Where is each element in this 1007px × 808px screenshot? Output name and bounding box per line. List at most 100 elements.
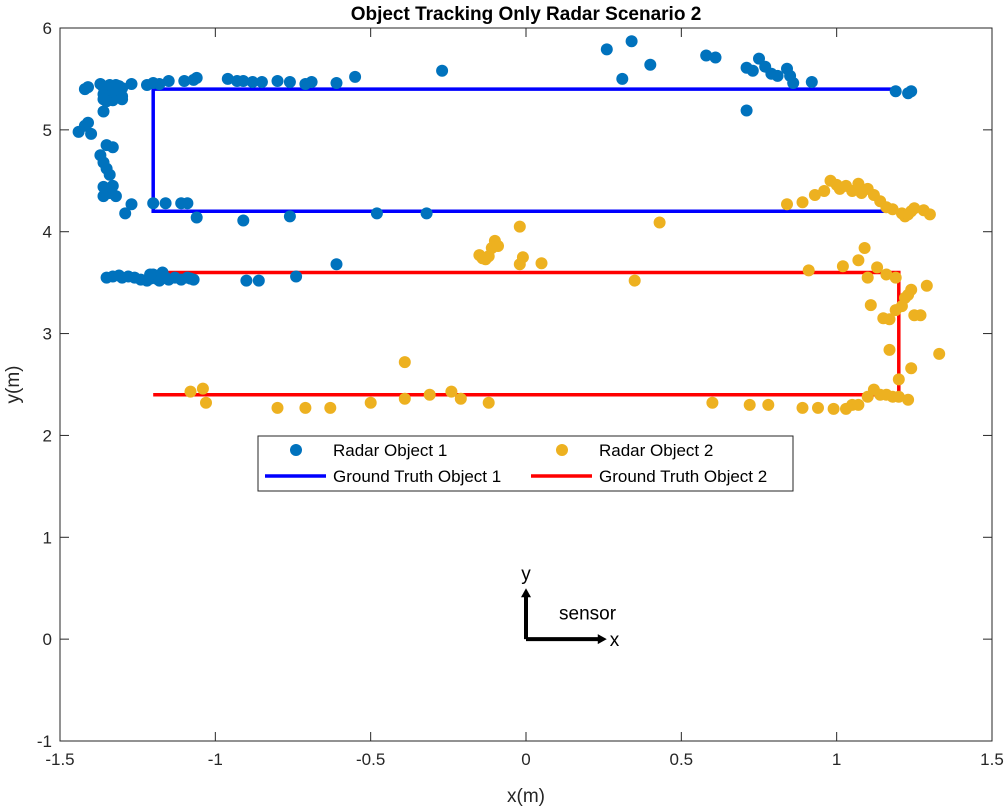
data-point (82, 116, 94, 129)
data-point (852, 177, 865, 190)
legend-box (257, 435, 794, 492)
legend: Radar Object 1 Radar Object 2 Ground Truth… (257, 435, 794, 492)
data-point (706, 396, 719, 409)
data-point (156, 266, 169, 279)
data-point (187, 273, 200, 286)
data-point (746, 64, 759, 77)
data-point (398, 356, 411, 369)
y-axis-label: y(m) (3, 366, 24, 404)
data-point (221, 72, 234, 85)
data-point (190, 71, 203, 84)
data-point (420, 207, 433, 220)
y-tick-label: 6 (43, 19, 52, 38)
data-point (628, 274, 641, 287)
data-point (886, 203, 899, 216)
legend-marker-1 (290, 444, 302, 456)
data-point (290, 270, 303, 283)
y-tick-label: 1 (43, 528, 52, 547)
data-point (535, 257, 548, 270)
data-point (933, 347, 946, 360)
data-point (858, 242, 871, 254)
data-point (920, 279, 933, 292)
data-point (889, 85, 902, 98)
series-line-4 (153, 270, 901, 397)
data-point (97, 105, 110, 118)
data-point (370, 207, 383, 220)
y-tick-label: 2 (43, 426, 52, 445)
data-point (97, 190, 110, 203)
data-point (905, 362, 918, 375)
data-point (852, 254, 865, 267)
data-point (125, 78, 138, 90)
y-tick-label: 5 (43, 121, 52, 140)
data-point (753, 52, 765, 65)
data-point (271, 75, 284, 87)
data-point (616, 72, 629, 85)
data-point (82, 81, 94, 94)
data-point (436, 64, 449, 77)
data-point (892, 373, 905, 386)
data-point (802, 264, 815, 277)
data-point (861, 271, 874, 284)
chart-title: Object Tracking Only Radar Scenario 2 (351, 4, 702, 25)
data-point (162, 75, 175, 87)
x-tick-label: -1 (208, 750, 223, 769)
data-point (482, 396, 495, 409)
data-point (600, 43, 613, 56)
data-point (271, 401, 284, 414)
data-point (299, 401, 312, 414)
data-point (492, 240, 504, 252)
x-axis-label: x(m) (507, 786, 545, 807)
data-point (153, 78, 166, 90)
data-point (103, 168, 116, 181)
y-tick-label: 0 (43, 630, 52, 649)
data-point (97, 93, 110, 106)
data-point (796, 196, 809, 209)
data-layer (72, 35, 946, 415)
data-point (445, 385, 458, 398)
data-point (283, 76, 296, 88)
data-point (324, 401, 337, 414)
data-point (349, 70, 362, 83)
y-arrow-head (521, 588, 531, 598)
data-point (905, 283, 918, 296)
data-point (398, 392, 411, 405)
x-tick-label: -1.5 (45, 750, 74, 769)
data-point (283, 210, 296, 223)
data-point (653, 216, 666, 229)
series-line-3 (151, 87, 899, 214)
data-point (330, 258, 343, 271)
data-point (184, 385, 197, 398)
legend-label-4: Ground Truth Object 2 (599, 467, 767, 486)
data-point (423, 388, 436, 401)
data-point (516, 251, 529, 264)
data-point (106, 179, 119, 192)
data-point (880, 268, 893, 281)
data-point (190, 211, 203, 224)
y-arrow-label: y (521, 564, 531, 585)
x-arrow-label: x (610, 630, 620, 651)
data-point (905, 85, 918, 98)
data-point (305, 76, 318, 88)
legend-label-3: Ground Truth Object 1 (333, 467, 501, 486)
data-point (255, 76, 268, 88)
data-point (889, 271, 902, 284)
data-point (178, 75, 191, 87)
legend-label-1: Radar Object 1 (333, 441, 447, 460)
data-point (196, 382, 209, 395)
y-tick-label: 3 (43, 325, 52, 344)
data-point (771, 69, 784, 82)
series-points-2 (184, 174, 946, 415)
data-point (827, 402, 840, 415)
data-point (144, 268, 157, 281)
data-point (237, 75, 250, 87)
data-point (644, 58, 657, 71)
data-point (625, 35, 638, 48)
series-points-1 (72, 35, 918, 287)
data-point (836, 260, 849, 273)
data-point (159, 197, 172, 210)
data-point (85, 127, 98, 140)
data-point (902, 208, 915, 221)
data-point (781, 198, 793, 211)
